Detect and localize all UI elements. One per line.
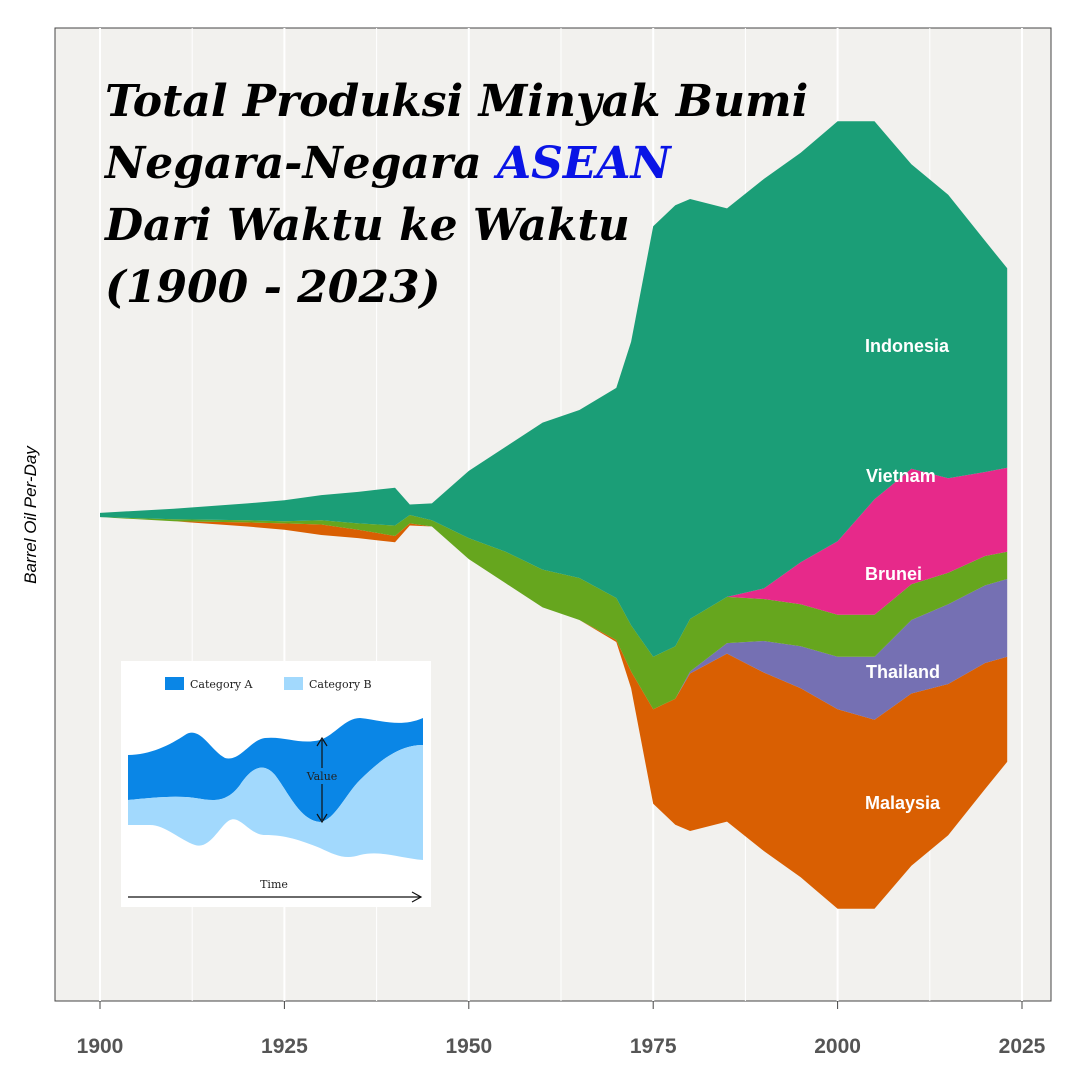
title-line-2-prefix: Negara-Negara — [103, 138, 497, 189]
chart-title: Total Produksi Minyak Bumi Negara-Negara… — [103, 76, 808, 313]
inset-value-label: Value — [306, 770, 338, 783]
inset-value-arrowhead-bottom — [316, 813, 328, 824]
series-labels: Indonesia Vietnam Brunei Thailand Malays… — [865, 336, 950, 813]
x-tick-label: 1925 — [261, 1035, 308, 1058]
inset-legend-a: Category A — [190, 678, 254, 691]
inset-value-label-bg — [302, 768, 342, 784]
inset-legend-swatch-a — [165, 677, 184, 690]
y-axis-label: Barrel Oil Per-Day — [21, 445, 40, 584]
inset-legend-swatch-b — [284, 677, 303, 690]
x-tick-label: 1900 — [77, 1035, 124, 1058]
title-line-4: (1900 - 2023) — [105, 262, 440, 313]
x-tick-label: 1975 — [630, 1035, 677, 1058]
stream-layer-malaysia — [100, 517, 1008, 909]
title-asean-accent: ASEAN — [493, 138, 673, 189]
x-tick-label: 2025 — [999, 1035, 1046, 1058]
label-indonesia: Indonesia — [865, 336, 950, 356]
x-tick-label: 1950 — [445, 1035, 492, 1058]
label-brunei: Brunei — [865, 564, 922, 584]
inset-value-arrowhead-top — [316, 736, 328, 747]
x-axis: 1900 1925 1950 1975 2000 2025 — [77, 1001, 1046, 1058]
inset-legend-b: Category B — [309, 678, 372, 691]
stream-layer-vietnam — [100, 467, 1008, 657]
x-tick-label: 2000 — [814, 1035, 861, 1058]
inset-time-arrowhead — [411, 891, 423, 903]
stream-layer-indonesia — [100, 121, 1008, 657]
stream-layer-thailand — [100, 517, 1008, 720]
inset-area-b — [128, 745, 423, 860]
title-line-1: Total Produksi Minyak Bumi — [105, 76, 808, 127]
title-line-2: Negara-Negara ASEAN — [103, 138, 673, 189]
inset-illustration: Category A Category B Value Time — [121, 661, 431, 907]
inset-area-a — [128, 718, 423, 822]
label-thailand: Thailand — [866, 662, 940, 682]
stream-layers — [100, 121, 1008, 909]
inset-time-label: Time — [260, 878, 288, 891]
title-line-3: Dari Waktu ke Waktu — [103, 200, 630, 251]
stream-layer-brunei — [100, 515, 1008, 710]
label-vietnam: Vietnam — [866, 466, 936, 486]
label-malaysia: Malaysia — [865, 793, 941, 813]
